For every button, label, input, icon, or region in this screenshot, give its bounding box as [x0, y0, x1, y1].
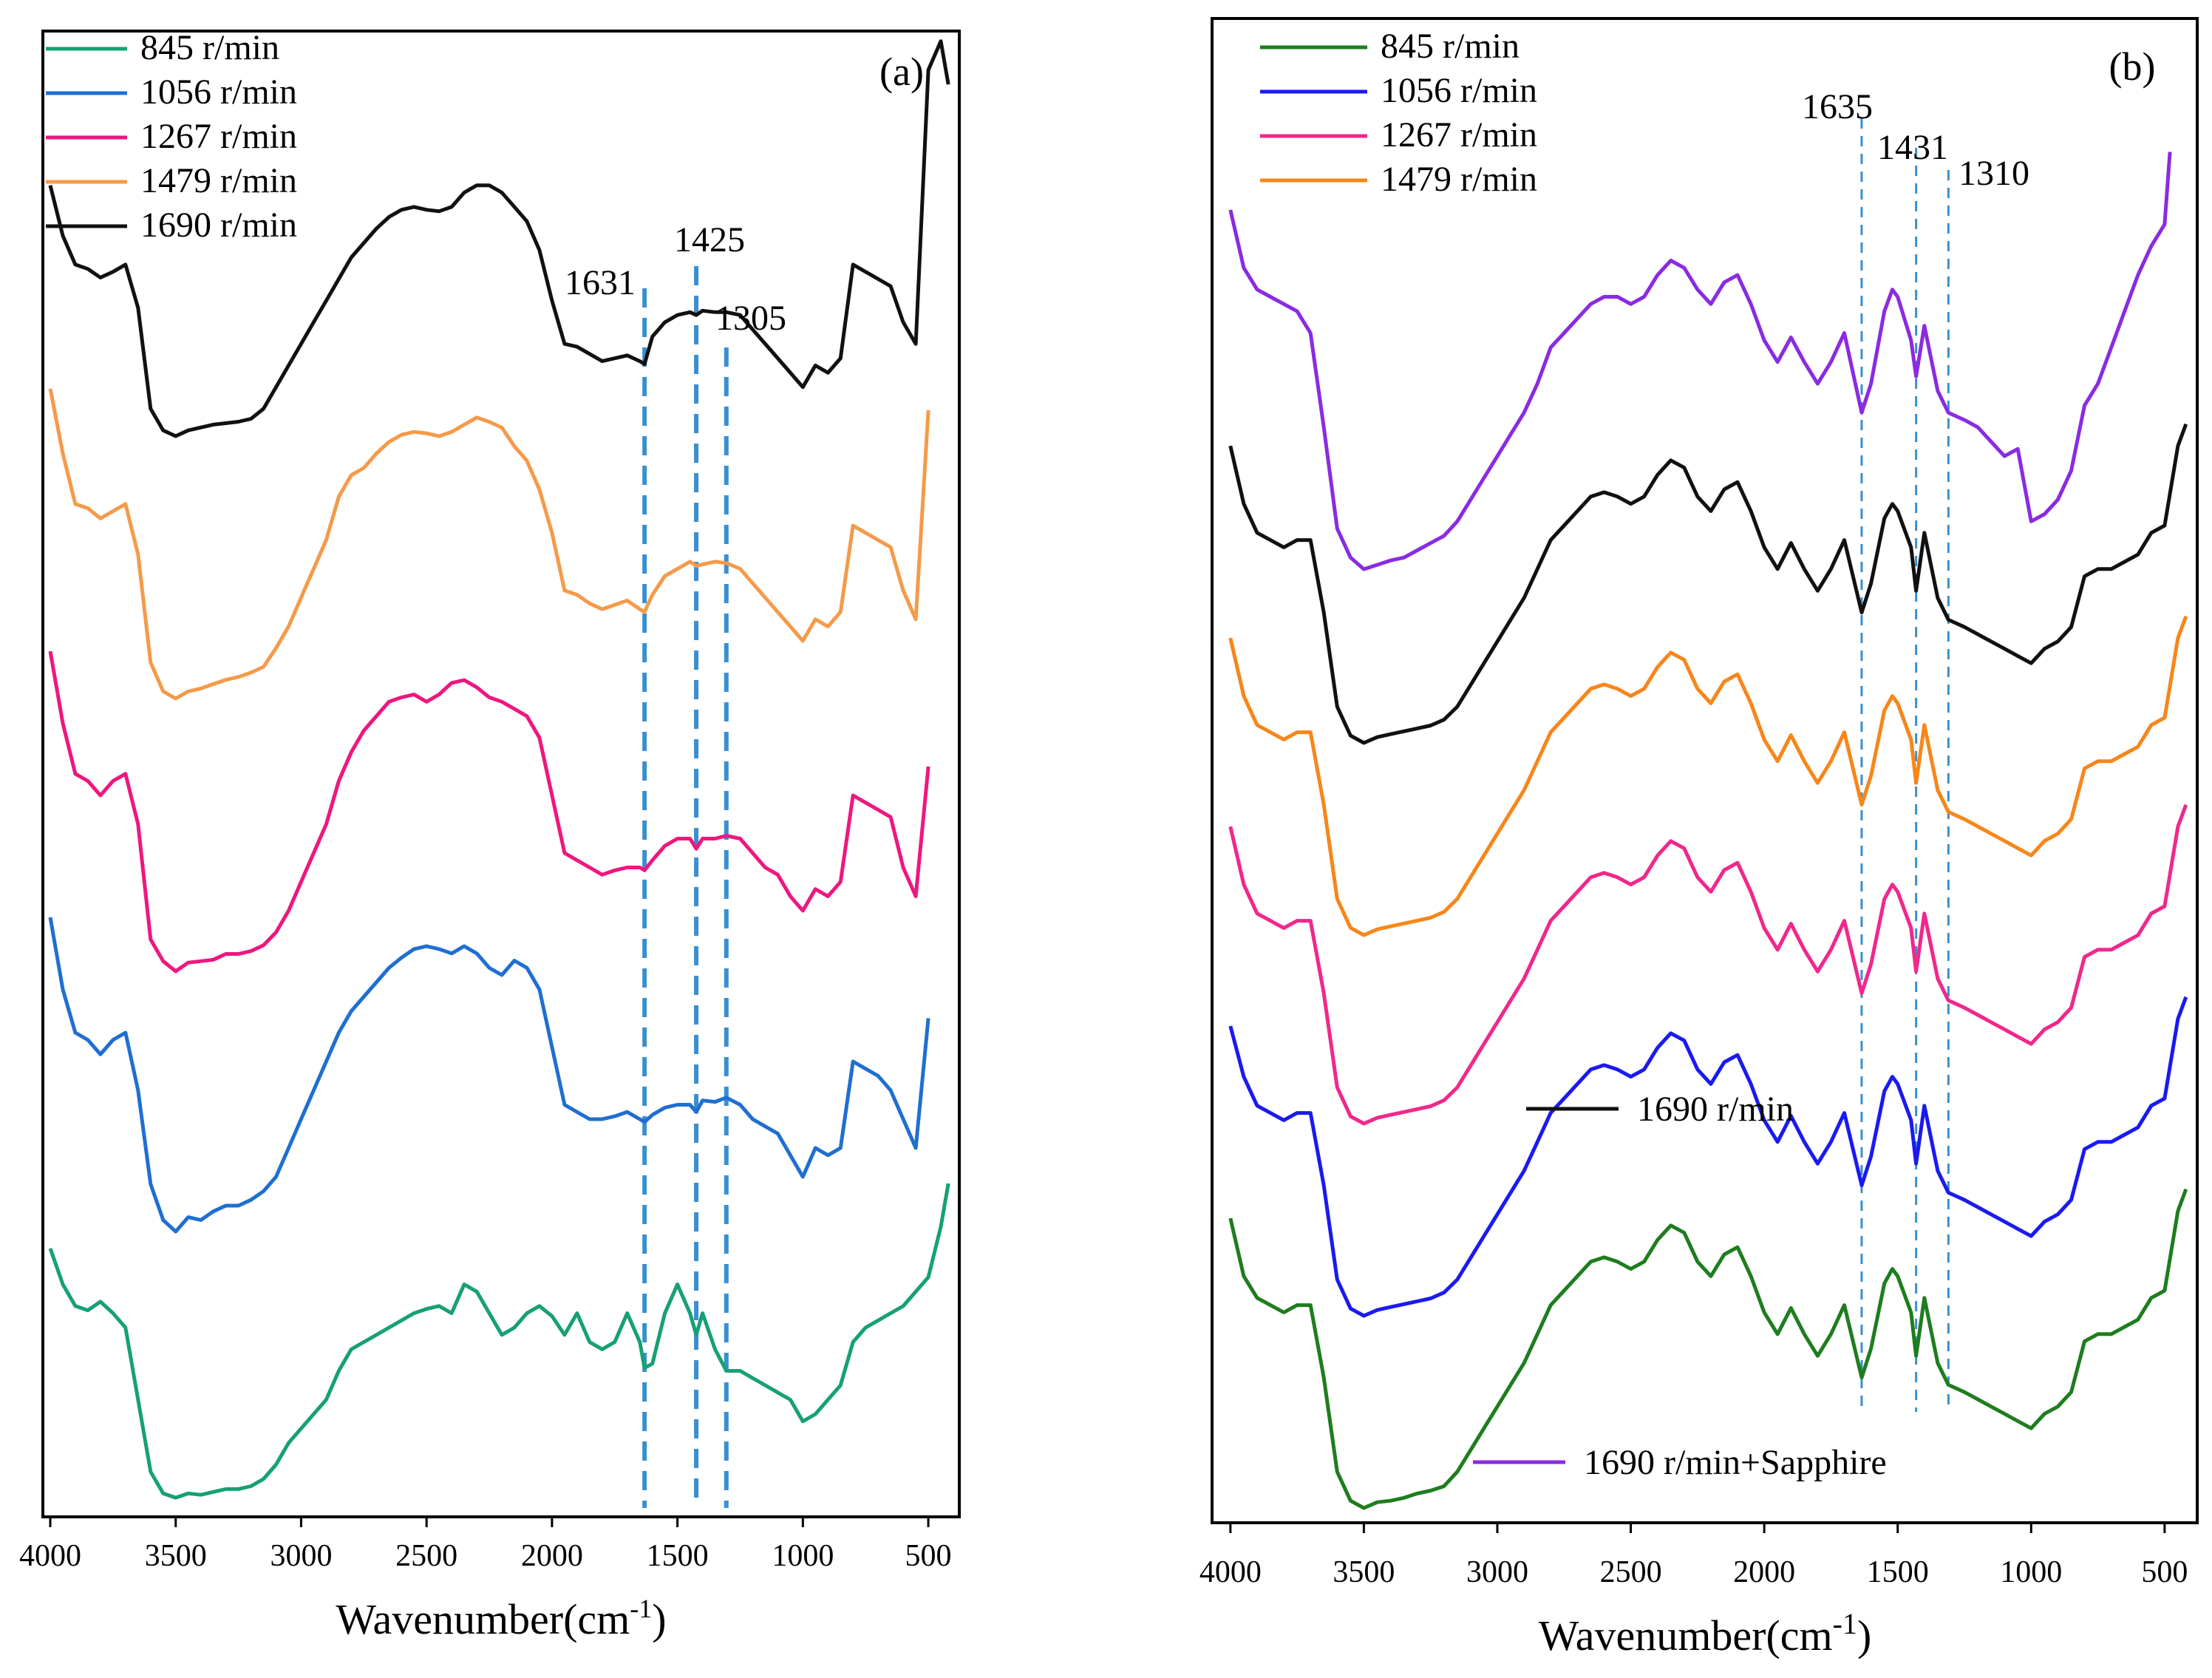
- x-tick-label: 2000: [1733, 1555, 1795, 1589]
- series-line-1690-r-min: [1228, 423, 2188, 745]
- x-tick-label: 3500: [1333, 1555, 1395, 1589]
- panel-a-frame: [41, 30, 961, 1518]
- x-tick-label: 1500: [647, 1539, 709, 1573]
- series-line-1267-r-min: [48, 651, 930, 974]
- series-line-845-r-min: [48, 1183, 950, 1500]
- series-line-845-r-min: [1228, 1188, 2188, 1510]
- x-tick-label: 2000: [521, 1539, 583, 1573]
- panel-b-series-lines: [1228, 152, 2188, 1510]
- series-line-1267-r-min: [1228, 804, 2188, 1126]
- x-tick-label: 4000: [19, 1539, 81, 1573]
- panel-b-legend: 845 r/min 1056 r/min 1267 r/min 1479 r/min 1…: [1260, 27, 1887, 1482]
- panel-a-label: (a): [879, 50, 924, 94]
- series-line-1056-r-min: [48, 917, 930, 1234]
- legend-label: 845 r/min: [1381, 27, 1520, 66]
- annotation-1305: 1305: [715, 299, 786, 338]
- panel-b-label: (b): [2109, 44, 2156, 89]
- panel-a-legend: 845 r/min 1056 r/min 1267 r/min 1479 r/min 1…: [46, 28, 297, 245]
- x-tick-label: 4000: [1199, 1555, 1262, 1589]
- x-tick-label: 3500: [145, 1539, 207, 1573]
- x-tick-label: 1500: [1867, 1555, 1929, 1589]
- annotation-1431: 1431: [1877, 128, 1948, 167]
- annotation-1635: 1635: [1802, 87, 1873, 126]
- series-line-1690-r-min-sapphire: [1228, 152, 2172, 571]
- panel-a-annotations: 1631 1425 1305: [565, 220, 786, 338]
- x-tick-label: 2500: [395, 1539, 457, 1573]
- x-tick-label: 3000: [1466, 1555, 1528, 1589]
- x-tick-label: 500: [2141, 1555, 2188, 1589]
- x-tick-label: 1000: [772, 1539, 834, 1573]
- panel-a-marker-lines: [642, 266, 729, 1508]
- series-line-1056-r-min: [1228, 996, 2188, 1318]
- x-tick-label: 2500: [1600, 1555, 1662, 1589]
- legend-label: 1267 r/min: [1381, 115, 1537, 154]
- x-tick-label: 3000: [270, 1539, 332, 1573]
- legend-label: 845 r/min: [140, 28, 279, 67]
- annotation-1631: 1631: [565, 263, 636, 302]
- series-line-1690-r-min: [48, 39, 950, 438]
- panel-b-frame: [1211, 17, 2199, 1524]
- x-tick-label: 1000: [2000, 1555, 2062, 1589]
- legend-label: 1479 r/min: [1381, 160, 1537, 199]
- panel-a-series-lines: [48, 39, 950, 1500]
- legend-label: 1690 r/min: [1637, 1090, 1794, 1129]
- panel-a-x-axis-ticks: 4000 3500 3000 2500 2000 1500 1000 500: [19, 1517, 952, 1573]
- legend-label: 1056 r/min: [1381, 71, 1537, 110]
- panel-a-x-axis-label: Wavenumber(cm-1): [336, 1594, 666, 1643]
- x-tick-label: 500: [905, 1539, 952, 1573]
- annotation-1425: 1425: [674, 220, 745, 259]
- series-line-1479-r-min: [1228, 615, 2188, 937]
- legend-label: 1690 r/min+Sapphire: [1584, 1443, 1887, 1482]
- annotation-1310: 1310: [1959, 154, 2029, 193]
- panel-a: 4000 3500 3000 2500 2000 1500 1000 500 845 r/mi…: [19, 28, 961, 1643]
- panel-b-x-axis-label: Wavenumber(cm-1): [1539, 1607, 1872, 1660]
- legend-label: 1690 r/min: [140, 205, 297, 245]
- legend-label: 1056 r/min: [140, 72, 297, 112]
- panel-b-marker-lines: [1860, 118, 1950, 1412]
- legend-label: 1267 r/min: [140, 117, 297, 156]
- panel-b: 4000 3500 3000 2500 2000 1500 1000 500 845 r/mi…: [1199, 17, 2199, 1660]
- panel-b-x-axis-ticks: 4000 3500 3000 2500 2000 1500 1000 500: [1199, 1523, 2188, 1589]
- legend-label: 1479 r/min: [140, 161, 297, 200]
- series-line-1479-r-min: [48, 388, 930, 701]
